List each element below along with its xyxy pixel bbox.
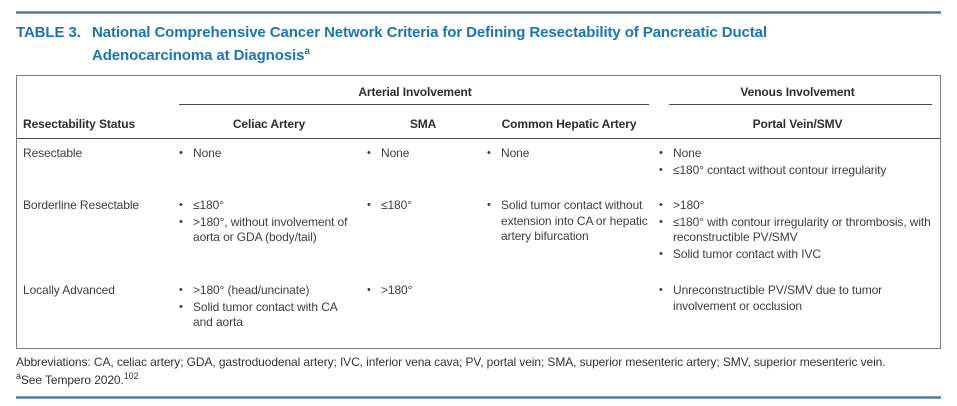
bullet-item: • ≤180° [363,198,477,214]
footnotes: Abbreviations: CA, celiac artery; GDA, g… [16,355,941,388]
table-number-label: TABLE 3. [16,24,81,41]
bullet-icon: • [179,300,183,313]
cell-common-hepatic-artery: • Solid tumor contact without extension i… [483,191,655,246]
bullet-item: • ≤180° with contour irregularity or thro… [655,215,934,246]
title-footnote-marker: a [304,46,310,57]
column-header-row: Resectability Status Celiac Artery SMA C… [17,105,940,139]
bullet-icon: • [659,247,663,260]
table-row: Locally Advanced • >180° (head/uncinate) • S… [17,276,940,348]
bullet-item: • Unreconstructible PV/SMV due to tumor i… [655,283,934,314]
bullet-icon: • [659,163,663,176]
bullet-text: >180° [381,283,413,297]
bullet-item: • None [175,146,357,162]
bullet-text: ≤180° contact without contour irregulari… [673,162,887,177]
title-line2: Adenocarcinoma at Diagnosis [92,47,305,64]
bullet-text: Solid tumor contact without extension in… [501,198,648,243]
group-header-arterial-label: Arterial Involvement [358,85,472,99]
bullet-icon: • [179,215,183,228]
bullet-item: • None [655,146,934,162]
row-status: Resectable [23,146,83,160]
table-row: Resectable • None • None • None • None • ≤180° con… [17,139,940,191]
bullet-text: >180° [673,198,705,212]
cell-portal-vein-smv: • None • ≤180° contact without contour irre… [655,139,940,179]
bullet-icon: • [487,199,491,211]
venous-span-rule [669,104,932,105]
table-row: Borderline Resectable • ≤180° • >180°, witho… [17,191,940,276]
source-note: aSee Tempero 2020.102 [16,369,941,388]
bullet-text: None [381,146,410,160]
abbreviations-note: Abbreviations: CA, celiac artery; GDA, g… [16,354,886,369]
bullet-item: • >180° (head/uncinate) [175,283,357,299]
group-header-row: Arterial Involvement Venous Involvement [17,76,940,105]
bullet-item: • Solid tumor contact with CA and aorta [175,300,357,331]
bullet-item: • Solid tumor contact without extension i… [483,198,649,245]
source-note-marker: a [16,371,21,381]
col-header-common-hepatic-artery: Common Hepatic Artery [501,117,637,131]
col-header-portal-vein-smv: Portal Vein/SMV [752,117,843,131]
col-header-sma: SMA [409,117,437,131]
bullet-item: • >180° [655,198,934,214]
bullet-text: ≤180° [193,198,224,212]
bullet-text: None [193,146,222,160]
cell-celiac-artery: • ≤180° • >180°, without involvement of aor… [175,191,363,247]
col-header-resectability-status: Resectability Status [23,117,136,131]
bullet-item: • Solid tumor contact with IVC [655,247,934,263]
bullet-icon: • [487,147,491,159]
cell-common-hepatic-artery: • None [483,139,655,163]
bullet-text: Solid tumor contact with CA and aorta [193,299,338,330]
title-line1: National Comprehensive Cancer Network Cr… [92,24,767,41]
row-status: Locally Advanced [23,283,115,297]
bullet-text: ≤180° [381,198,412,212]
group-header-venous: Venous Involvement [655,85,940,105]
table-title-text: National Comprehensive Cancer Network Cr… [92,23,932,65]
bullet-icon: • [367,199,371,211]
bullet-icon: • [179,147,183,159]
table-caption: TABLE 3. National Comprehensive Cancer N… [16,23,941,65]
bullet-icon: • [179,199,183,211]
bullet-item: • >180° [363,283,477,299]
cell-sma: • >180° [363,276,483,300]
cell-portal-vein-smv: • Unreconstructible PV/SMV due to tumor i… [655,276,940,315]
bullet-item: • None [363,146,477,162]
bullet-icon: • [659,284,663,296]
resectability-table: Arterial Involvement Venous Involvement … [16,75,941,349]
group-header-venous-label: Venous Involvement [740,85,855,99]
bullet-text: >180°, without involvement of aorta or G… [193,214,348,245]
bullet-text: None [501,146,530,160]
arterial-span-rule [179,104,649,105]
bullet-text: ≤180° with contour irregularity or throm… [673,214,931,245]
bullet-icon: • [179,284,183,296]
group-header-spacer [17,85,175,105]
source-note-ref: 102 [123,371,139,381]
bullet-text: Solid tumor contact with IVC [673,246,821,261]
cell-common-hepatic-artery [483,276,655,283]
group-header-arterial: Arterial Involvement [175,85,655,105]
cell-portal-vein-smv: • >180° • ≤180° with contour irregularity o… [655,191,940,263]
bullet-item: • >180°, without involvement of aorta or … [175,215,357,246]
bullet-icon: • [659,147,663,159]
bullet-icon: • [659,215,663,228]
cell-celiac-artery: • >180° (head/uncinate) • Solid tumor conta… [175,276,363,332]
top-rule [16,11,941,14]
bottom-rule [16,395,941,399]
col-header-celiac-artery: Celiac Artery [232,117,306,131]
bullet-item: • None [483,146,649,162]
bullet-icon: • [367,147,371,159]
table-body: Resectable • None • None • None • None • ≤180° con… [17,139,940,348]
source-note-text: See Tempero 2020. [20,373,124,387]
cell-sma: • ≤180° [363,191,483,215]
bullet-item: • ≤180° [175,198,357,214]
bullet-text: Unreconstructible PV/SMV due to tumor in… [673,283,883,313]
row-status: Borderline Resectable [23,198,139,212]
bullet-icon: • [659,199,663,211]
bullet-text: None [673,146,702,160]
bullet-item: • ≤180° contact without contour irregular… [655,163,934,179]
bullet-text: >180° (head/uncinate) [193,283,310,297]
cell-sma: • None [363,139,483,163]
cell-celiac-artery: • None [175,139,363,163]
bullet-icon: • [367,284,371,296]
